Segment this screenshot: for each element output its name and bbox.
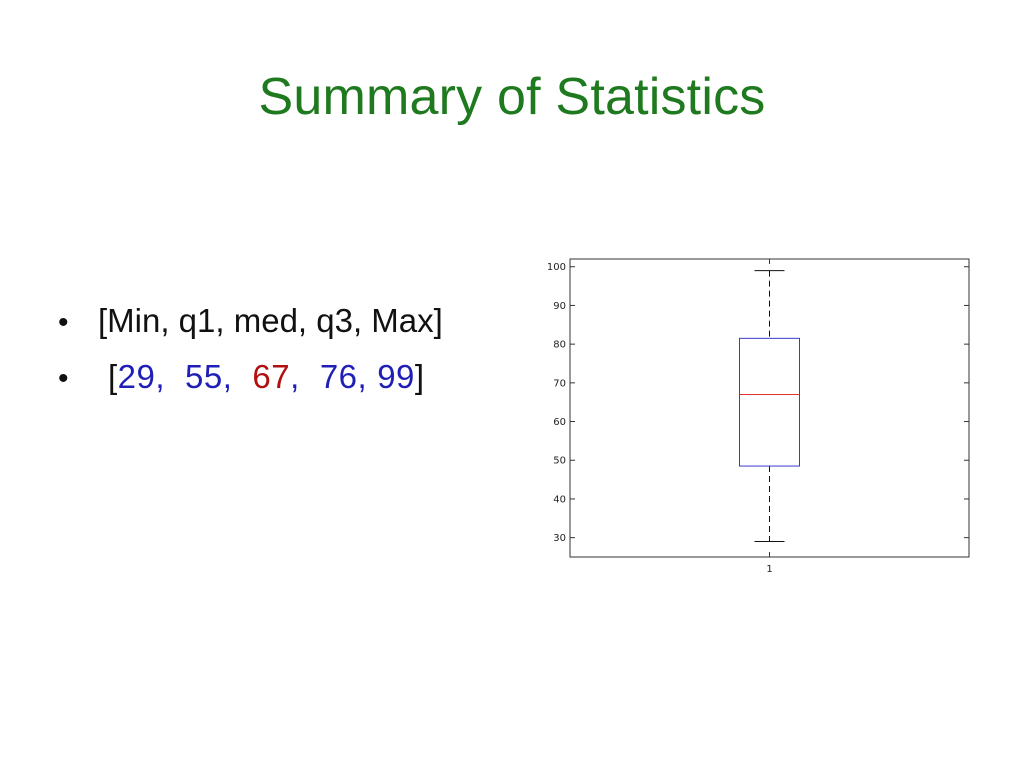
value-max: 99 bbox=[377, 358, 415, 395]
iqr-box bbox=[739, 337, 800, 467]
y-tick-label: 100 bbox=[547, 262, 566, 273]
y-tick-label: 90 bbox=[553, 301, 566, 312]
bullet-dot-icon: • bbox=[58, 306, 69, 339]
value-q3: 76, bbox=[319, 358, 368, 395]
bullet-list: • [Min, q1, med, q3, Max] • [ 29, 55, 67… bbox=[58, 302, 518, 414]
value-q1: 55, bbox=[185, 358, 233, 395]
bullet-dot-icon: • bbox=[58, 362, 70, 395]
bracket-open: [ bbox=[108, 358, 118, 395]
y-tick-label: 70 bbox=[553, 378, 566, 389]
bracket-close: ] bbox=[414, 358, 425, 395]
y-tick-label: 30 bbox=[553, 533, 566, 544]
y-tick-label: 60 bbox=[553, 417, 566, 428]
y-tick-label: 40 bbox=[553, 494, 566, 505]
slide-title: Summary of Statistics bbox=[258, 68, 766, 126]
y-tick-label: 50 bbox=[553, 456, 566, 467]
value-median: 67 bbox=[252, 358, 291, 395]
value-min: 29, bbox=[117, 358, 166, 395]
bullet-labels-text: [Min, q1, med, q3, Max] bbox=[98, 302, 443, 339]
y-tick-label: 80 bbox=[553, 340, 566, 351]
boxplot-svg: 30 40 50 60 70 80 90 100 1 bbox=[547, 258, 970, 575]
x-tick-label: 1 bbox=[766, 564, 772, 575]
boxplot-chart: 30 40 50 60 70 80 90 100 1 bbox=[535, 250, 985, 590]
value-median-comma: , bbox=[290, 358, 300, 395]
bullet-item-values: • [ 29, 55, 67 , 76, 99 ] bbox=[58, 358, 518, 414]
bullet-item-labels: • [Min, q1, med, q3, Max] bbox=[58, 302, 518, 358]
